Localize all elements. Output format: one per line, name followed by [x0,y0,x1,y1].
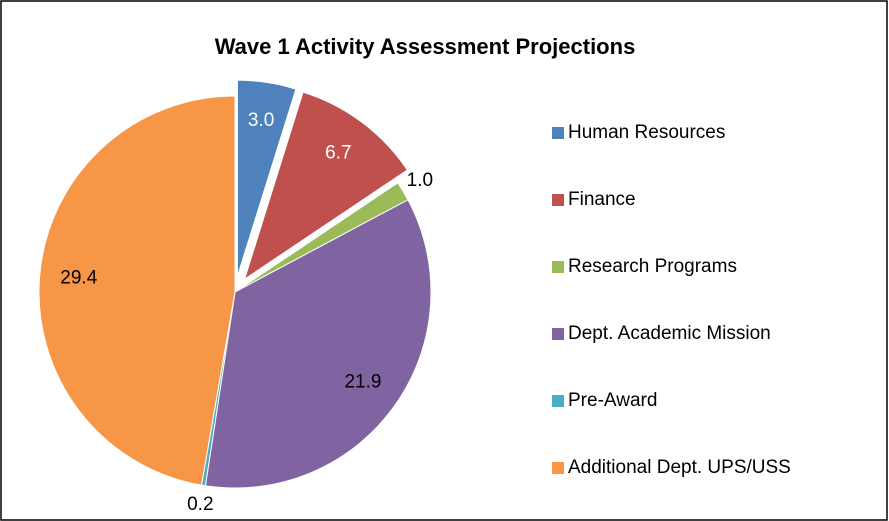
legend-swatch [552,462,564,474]
pie-slice [236,79,297,277]
legend-label: Research Programs [568,256,737,277]
chart-title: Wave 1 Activity Assessment Projections [215,34,636,59]
legend-swatch [552,127,564,139]
legend-label: Dept. Academic Mission [568,323,771,344]
legend-label: Pre-Award [568,390,657,411]
data-label: 1.0 [407,170,433,191]
legend-swatch [552,261,564,273]
legend-swatch [552,395,564,407]
legend-label: Finance [568,189,636,210]
data-label: 0.2 [187,494,213,515]
data-label: 21.9 [344,372,381,393]
legend-swatch [552,328,564,340]
data-label: 3.0 [248,110,274,131]
data-label: 6.7 [325,143,351,164]
legend-label: Human Resources [568,122,725,143]
pie-slice [243,91,409,281]
legend-swatch [552,194,564,206]
pie-slice [204,199,432,489]
pie-slice [38,95,236,486]
legend-label: Additional Dept. UPS/USS [568,457,791,478]
data-label: 29.4 [60,268,97,289]
